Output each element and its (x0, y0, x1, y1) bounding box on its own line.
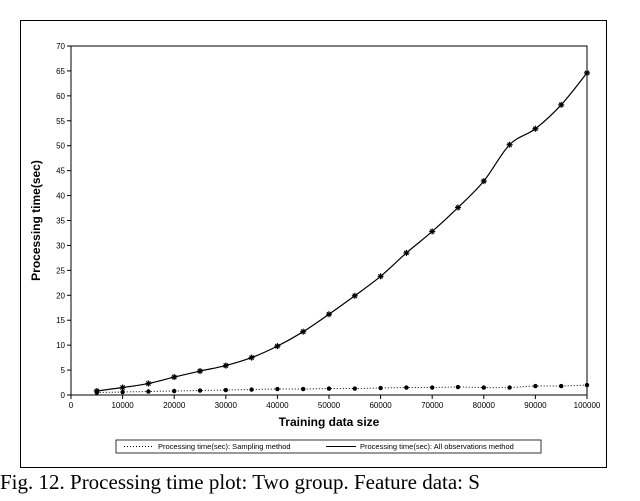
data-point-all-observations (351, 292, 358, 299)
y-ticks: 0 5 10 15 20 25 30 35 40 45 50 55 60 65 70 (56, 42, 71, 400)
y-tick-label: 35 (56, 217, 65, 226)
series-line-all-observations (96, 72, 588, 392)
data-point-sampling (378, 385, 383, 391)
data-point-all-observations (300, 328, 307, 335)
y-tick-label: 65 (56, 67, 65, 76)
y-tick-label: 50 (56, 142, 65, 151)
data-point-all-observations (171, 374, 178, 381)
data-point-sampling (404, 385, 409, 390)
data-point-sampling (584, 382, 590, 388)
x-tick-label: 90000 (524, 401, 547, 410)
x-tick-label: 10000 (111, 401, 134, 410)
y-tick-label: 0 (61, 391, 66, 400)
data-point-sampling (197, 388, 203, 393)
x-tick-label: 0 (69, 401, 74, 410)
data-point-all-observations (455, 204, 461, 211)
y-tick-label: 10 (56, 341, 65, 350)
legend-label-all-observations: Processing time(sec): All observations m… (360, 442, 514, 451)
line-chart: 0 10000 20000 30000 40000 50000 60000 70000 8000… (29, 42, 601, 454)
y-tick-label: 15 (56, 316, 65, 325)
data-point-all-observations (248, 354, 255, 361)
x-tick-label: 40000 (266, 401, 289, 410)
data-point-sampling (481, 385, 486, 390)
data-point-all-observations (145, 380, 152, 387)
data-point-sampling (301, 386, 306, 392)
y-tick-label: 20 (56, 291, 65, 300)
data-point-all-observations (480, 178, 487, 185)
data-point-all-observations (429, 228, 436, 235)
data-point-sampling (146, 389, 151, 394)
x-tick-label: 80000 (473, 401, 496, 410)
data-point-all-observations (377, 273, 384, 280)
plot-area-border (70, 45, 588, 396)
x-ticks: 0 10000 20000 30000 40000 50000 60000 70000 8000… (69, 395, 601, 410)
legend-label-sampling: Processing time(sec): Sampling method (158, 442, 291, 451)
x-tick-label: 70000 (421, 401, 444, 410)
data-point-all-observations (326, 311, 332, 318)
data-point-sampling (249, 387, 254, 392)
figure-caption: Fig. 12. Processing time plot: Two group… (0, 470, 480, 494)
x-tick-label: 60000 (369, 401, 392, 410)
figure-frame: 0 10000 20000 30000 40000 50000 60000 70000 8000… (20, 20, 607, 468)
x-axis-title: Training data size (279, 415, 380, 429)
legend: Processing time(sec): Sampling method Pr… (115, 439, 542, 454)
data-point-all-observations (506, 141, 513, 148)
y-tick-label: 40 (56, 192, 65, 201)
y-tick-label: 25 (56, 266, 65, 275)
data-point-sampling (223, 387, 228, 393)
series (93, 69, 590, 395)
x-tick-label: 50000 (318, 401, 341, 410)
y-tick-label: 5 (61, 366, 66, 375)
data-point-all-observations (403, 249, 410, 256)
data-point-all-observations (119, 384, 126, 391)
y-tick-label: 30 (56, 241, 65, 250)
data-point-all-observations (532, 125, 539, 132)
data-point-all-observations (584, 69, 590, 76)
y-tick-label: 60 (56, 92, 65, 101)
data-point-all-observations (222, 362, 229, 369)
data-point-all-observations (274, 343, 281, 350)
y-tick-label: 70 (56, 42, 65, 51)
legend-box (115, 439, 542, 454)
data-point-sampling (275, 386, 280, 392)
y-axis-title: Processing time(sec) (29, 160, 43, 281)
series-line-sampling (96, 384, 588, 394)
data-point-all-observations (93, 388, 100, 395)
data-point-sampling (326, 386, 332, 391)
data-point-all-observations (197, 368, 203, 375)
data-point-sampling (533, 383, 538, 389)
y-tick-label: 55 (56, 117, 65, 126)
data-point-sampling (507, 385, 512, 390)
data-point-sampling (430, 385, 435, 390)
x-tick-label: 30000 (215, 401, 238, 410)
x-tick-label: 20000 (163, 401, 186, 410)
data-point-all-observations (558, 101, 565, 108)
data-point-sampling (120, 389, 125, 395)
data-point-sampling (352, 386, 357, 391)
data-point-sampling (559, 383, 564, 389)
x-tick-label: 100000 (574, 401, 601, 410)
y-tick-label: 45 (56, 167, 65, 176)
axes (70, 45, 588, 396)
data-point-sampling (172, 388, 177, 394)
data-point-sampling (455, 384, 461, 390)
